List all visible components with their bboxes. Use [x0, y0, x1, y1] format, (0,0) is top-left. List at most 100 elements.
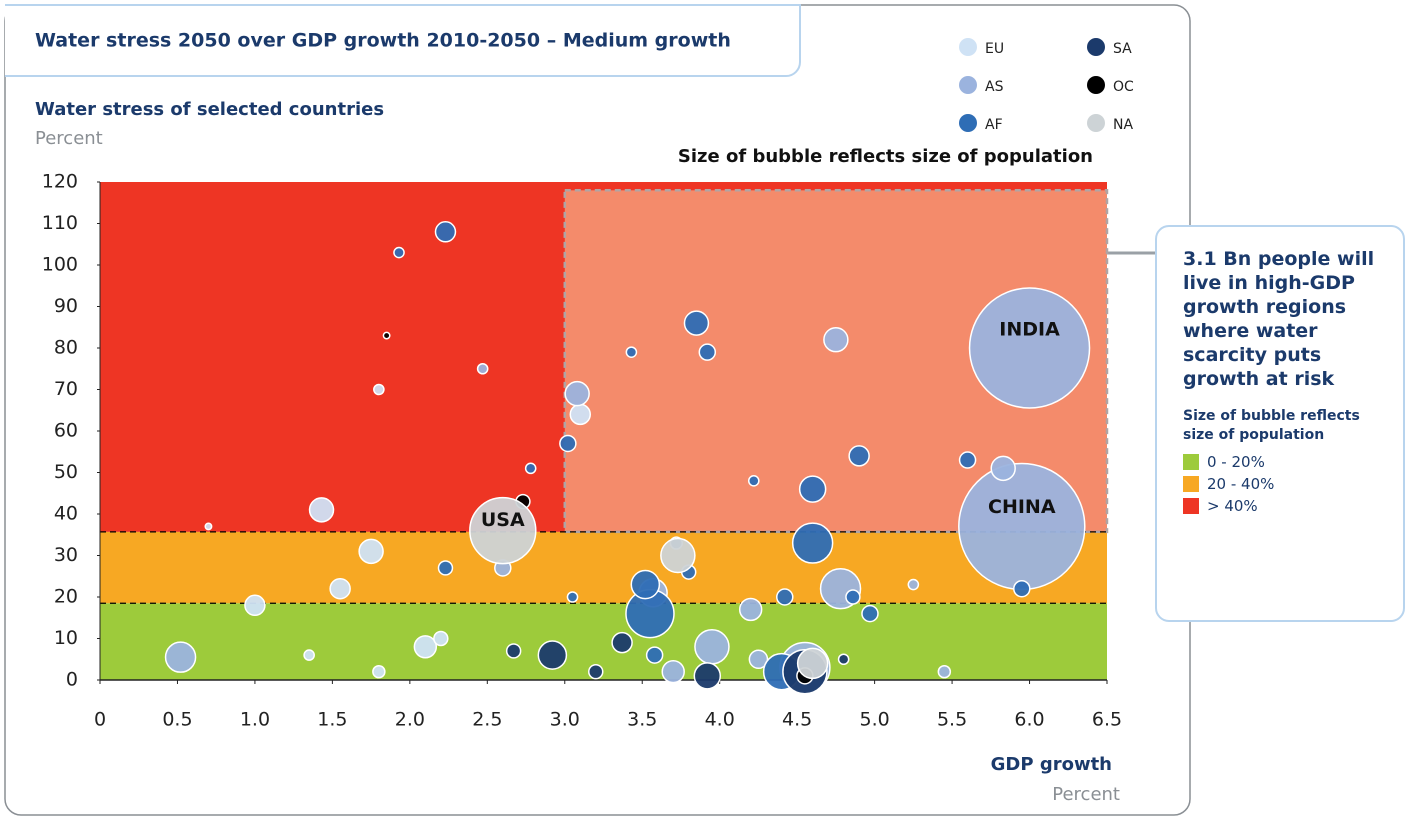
y-tick-label: 120: [42, 171, 78, 193]
bubble: [372, 664, 386, 679]
legend-swatch: [959, 114, 977, 132]
x-tick-label: 4.5: [782, 709, 812, 731]
y-tick-label: 60: [54, 420, 78, 442]
zone-legend-item: 20 - 40%: [1183, 473, 1385, 495]
x-tick-label: 5.5: [937, 709, 967, 731]
x-tick-label: 3.5: [627, 709, 657, 731]
y-tick-label: 30: [54, 544, 78, 566]
y-axis-unit: Percent: [35, 128, 103, 149]
zone-swatch: [1183, 498, 1199, 514]
bubble: [588, 663, 604, 680]
bubble: [373, 383, 385, 396]
y-tick-label: 80: [54, 337, 78, 359]
bubble: [861, 604, 879, 623]
bubble: [796, 647, 829, 680]
x-tick-label: 6.5: [1092, 709, 1122, 731]
bubble: [303, 649, 315, 661]
legend-label: SA: [1113, 41, 1132, 57]
bubble: [433, 630, 449, 647]
x-tick-label: 5.0: [860, 709, 890, 731]
zone-swatch: [1183, 454, 1199, 470]
bubble: [1013, 579, 1031, 598]
point-label: USA: [481, 509, 525, 531]
bubble: [791, 522, 834, 564]
bubble: [564, 380, 590, 407]
bubble: [798, 475, 827, 503]
bubble: [661, 659, 685, 684]
bubble: [358, 538, 384, 565]
zone-label: 0 - 20%: [1207, 453, 1265, 471]
bubble: [559, 434, 577, 453]
point-label: CHINA: [988, 496, 1056, 518]
zone: [100, 531, 1107, 604]
legend-swatch: [1087, 76, 1105, 94]
y-tick-label: 110: [42, 212, 78, 234]
callout: 3.1 Bn people will live in high-GDP grow…: [1155, 225, 1405, 622]
x-tick-label: 0.5: [162, 709, 192, 731]
bubble: [694, 629, 730, 665]
x-tick-label: 1.0: [240, 709, 270, 731]
bubble: [937, 664, 952, 679]
legend-swatch: [959, 38, 977, 56]
bubble: [566, 591, 579, 603]
x-tick-label: 2.5: [472, 709, 502, 731]
legend-label: OC: [1113, 79, 1134, 95]
title-tab: [5, 4, 801, 77]
bubble: [848, 445, 870, 467]
bubble: [625, 346, 638, 358]
bubble: [569, 403, 592, 426]
legend-swatch: [1087, 38, 1105, 56]
bubble: [244, 594, 266, 617]
y-tick-label: 0: [66, 669, 78, 691]
bubble: [537, 640, 568, 670]
point-label: INDIA: [999, 319, 1060, 341]
bubble: [469, 496, 537, 565]
x-tick-label: 0: [94, 709, 106, 731]
callout-text: 3.1 Bn people will live in high-GDP grow…: [1183, 248, 1375, 390]
legend-label: NA: [1113, 117, 1133, 133]
bubble: [747, 474, 760, 487]
zone: [100, 603, 1107, 680]
bubble: [329, 577, 351, 600]
bubble: [958, 462, 1086, 591]
y-tick-label: 100: [42, 254, 78, 276]
x-tick-label: 6.0: [1014, 709, 1044, 731]
zone-legend-item: > 40%: [1183, 495, 1385, 517]
bubble: [990, 455, 1016, 482]
bubble: [823, 326, 849, 353]
bubble: [968, 287, 1091, 409]
bubble: [907, 578, 920, 591]
bubble: [845, 589, 861, 605]
y-tick-label: 40: [54, 503, 78, 525]
bubble: [611, 631, 633, 654]
legend-label: AS: [985, 79, 1004, 95]
chart-title: Water stress 2050 over GDP growth 2010-2…: [35, 30, 731, 52]
bubble: [776, 588, 794, 606]
y-tick-label: 90: [54, 295, 78, 317]
bubble: [204, 522, 213, 531]
bubble: [837, 653, 850, 666]
zone-swatch: [1183, 476, 1199, 492]
bubble: [308, 497, 335, 523]
y-tick-label: 70: [54, 378, 78, 400]
zone-label: 20 - 40%: [1207, 475, 1275, 493]
legend-label: EU: [985, 41, 1004, 57]
y-tick-label: 50: [54, 461, 78, 483]
bubble: [505, 643, 522, 659]
x-tick-label: 3.0: [550, 709, 580, 731]
bubble: [683, 310, 710, 336]
x-axis-unit: Percent: [1052, 784, 1120, 805]
bubble: [738, 597, 763, 622]
bubble: [393, 246, 405, 259]
legend-label: AF: [985, 117, 1003, 133]
bubble: [476, 362, 489, 375]
x-tick-label: 2.0: [395, 709, 425, 731]
bubble: [413, 635, 438, 659]
bubble: [524, 462, 537, 475]
bubble: [660, 537, 696, 574]
bubble: [437, 560, 454, 576]
y-tick-label: 20: [54, 586, 78, 608]
bubble: [698, 343, 717, 361]
